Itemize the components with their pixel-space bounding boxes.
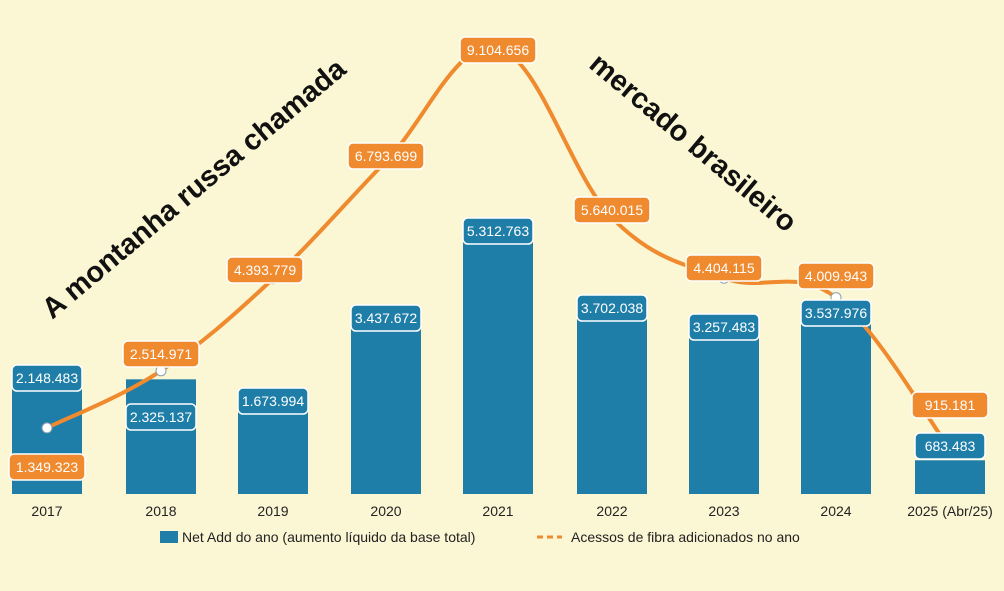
legend-label-fiber: Acessos de fibra adicionados no ano	[571, 529, 800, 545]
fiber-label-2023-box	[685, 254, 763, 282]
x-tick-2025 (Abr/25): 2025 (Abr/25)	[907, 503, 993, 519]
fiber-label-2025 (Abr/25)-box	[911, 391, 989, 419]
legend-label-netadd: Net Add do ano (aumento líquido da base …	[182, 529, 475, 545]
x-tick-2017: 2017	[31, 503, 62, 519]
bar-2025 (Abr/25)	[915, 460, 985, 494]
fiber-label-2017: 1.349.323	[16, 459, 78, 475]
bar-label-2024-box	[800, 299, 872, 327]
bar-label-2022-box	[576, 294, 648, 322]
x-tick-2021: 2021	[482, 503, 513, 519]
fiber-label-2025 (Abr/25): 915.181	[925, 397, 976, 413]
bar-label-2025 (Abr/25): 683.483	[925, 438, 976, 454]
bar-label-2021: 5.312.763	[467, 223, 529, 239]
fiber-label-2024-box	[797, 262, 875, 290]
bar-label-2021-box	[462, 217, 534, 245]
bar-2022	[577, 311, 647, 494]
bar-label-2024: 3.537.976	[805, 305, 867, 321]
fiber-point-2017	[41, 422, 53, 434]
bar-label-2022: 3.702.038	[581, 300, 643, 316]
bar-2023	[689, 333, 759, 494]
bar-2018	[126, 379, 196, 494]
x-tick-2024: 2024	[820, 503, 851, 519]
bar-2024	[801, 319, 871, 494]
bar-label-2023: 3.257.483	[693, 319, 755, 335]
fiber-label-2018-box	[122, 340, 200, 368]
fiber-label-2017-box	[8, 453, 86, 481]
x-tick-2019: 2019	[257, 503, 288, 519]
bar-label-2018-box	[125, 403, 197, 431]
bar-label-2019: 1.673.994	[242, 393, 304, 409]
fiber-label-2021: 9.104.656	[467, 42, 529, 58]
bar-label-2019-box	[237, 387, 309, 415]
x-tick-2023: 2023	[708, 503, 739, 519]
fiber-label-2018: 2.514.971	[130, 346, 192, 362]
bar-2020	[351, 324, 421, 494]
bar-label-2025 (Abr/25)-box	[914, 432, 986, 460]
x-tick-2022: 2022	[596, 503, 627, 519]
bar-2021	[463, 232, 533, 494]
fiber-label-2021-box	[459, 36, 537, 64]
fiber-label-2019-box	[226, 256, 304, 284]
bar-label-2020: 3.437.672	[355, 310, 417, 326]
bar-label-2023-box	[688, 313, 760, 341]
bar-label-2017: 2.148.483	[16, 370, 78, 386]
fiber-label-2020: 6.793.699	[355, 148, 417, 164]
x-tick-2018: 2018	[145, 503, 176, 519]
x-tick-2020: 2020	[370, 503, 401, 519]
fiber-label-2022-box	[573, 196, 651, 224]
bar-label-2020-box	[350, 304, 422, 332]
fiber-label-2024: 4.009.943	[805, 268, 867, 284]
fiber-label-2023: 4.404.115	[693, 260, 754, 276]
chart-title-left: A montanha russa chamada	[36, 52, 353, 325]
bar-label-2017-box	[11, 364, 83, 392]
fiber-label-2020-box	[347, 142, 425, 170]
fiber-label-2019: 4.393.779	[234, 262, 296, 278]
fiber-label-2022: 5.640.015	[581, 202, 643, 218]
bar-label-2018: 2.325.137	[130, 409, 192, 425]
bar-2019	[238, 411, 308, 494]
legend-swatch-netadd	[160, 531, 178, 543]
